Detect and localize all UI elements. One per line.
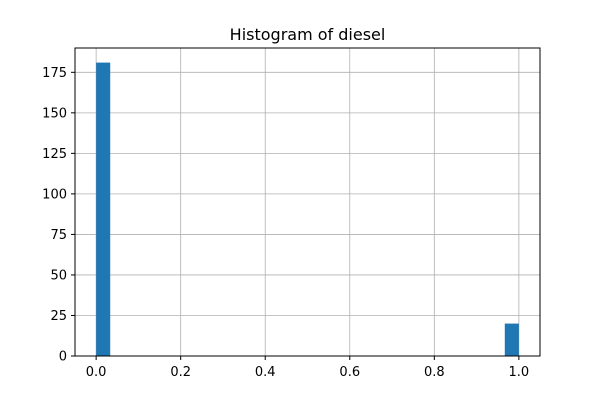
- x-axis-ticks: 0.0 0.2 0.4 0.6 0.8 1.0: [86, 356, 529, 380]
- x-tick-label: 0.0: [86, 365, 107, 380]
- grid-lines: [75, 48, 540, 357]
- x-tick-label: 0.4: [255, 365, 276, 380]
- plot-frame: [74, 47, 541, 357]
- y-tick-label: 100: [42, 187, 67, 202]
- histogram-bar-0: [96, 62, 111, 356]
- chart-title: Histogram of diesel: [230, 25, 386, 44]
- y-tick-label: 150: [42, 106, 67, 121]
- y-tick-label: 75: [50, 228, 67, 243]
- x-tick-label: 0.6: [339, 365, 360, 380]
- y-axis-ticks: 0 25 50 75 100 125 150 175: [42, 66, 75, 365]
- x-tick-label: 0.2: [170, 365, 191, 380]
- y-tick-label: 50: [50, 268, 67, 283]
- x-tick-label: 0.8: [424, 365, 445, 380]
- y-tick-label: 25: [50, 309, 67, 324]
- x-tick-label: 1.0: [509, 365, 530, 380]
- histogram-bar-1: [504, 323, 519, 356]
- y-tick-label: 0: [59, 350, 67, 365]
- y-tick-label: 175: [42, 66, 67, 81]
- y-tick-label: 125: [42, 147, 67, 162]
- bars: [96, 62, 519, 356]
